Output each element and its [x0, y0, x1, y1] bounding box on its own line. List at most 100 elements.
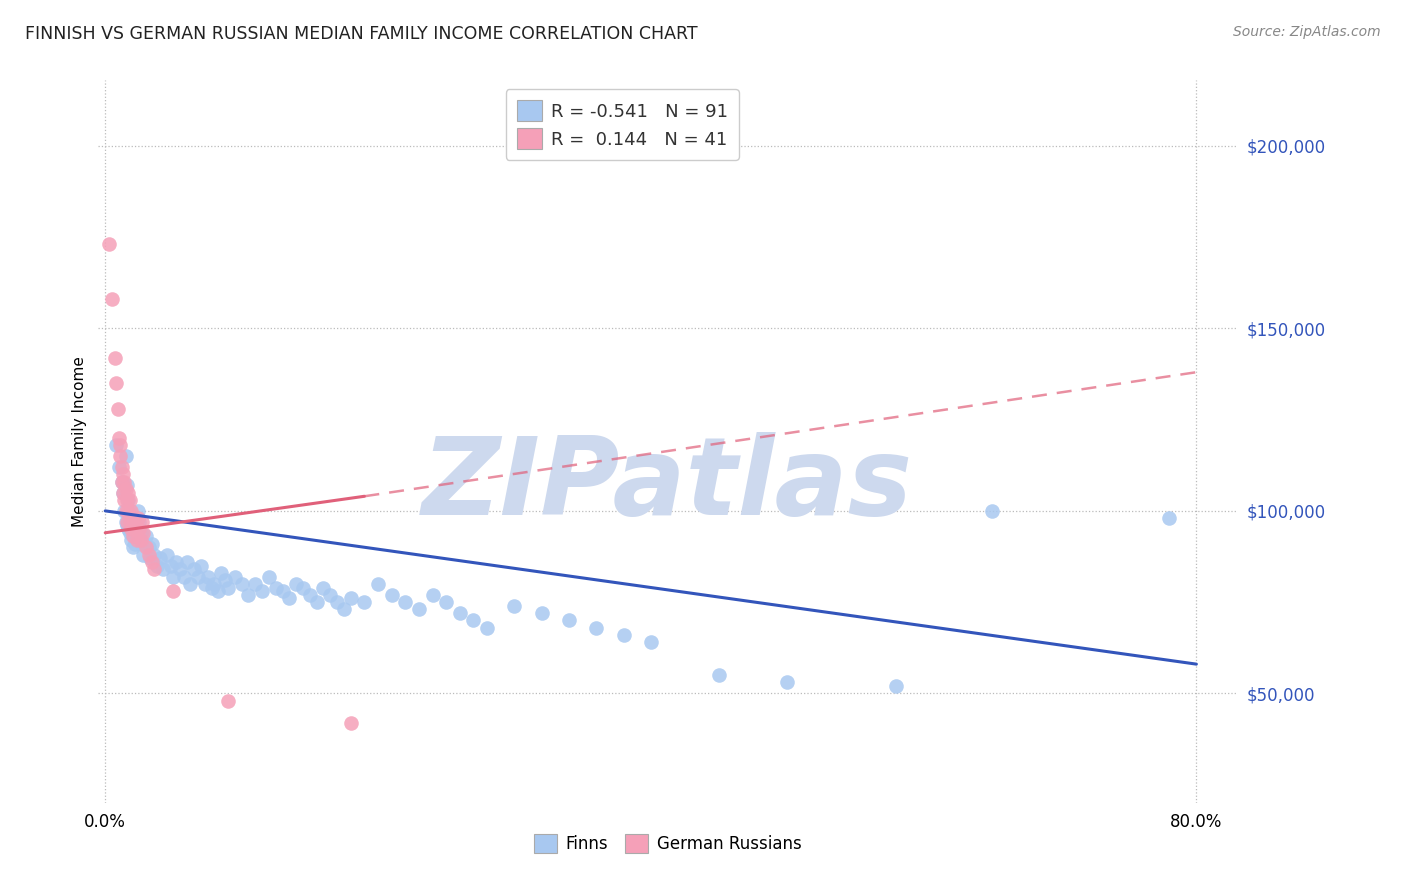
Point — [156, 548, 179, 562]
Point — [115, 518, 138, 533]
Point — [112, 504, 135, 518]
Point — [339, 591, 361, 606]
Point — [285, 577, 308, 591]
Point — [408, 602, 430, 616]
Point — [176, 555, 198, 569]
Y-axis label: Median Family Income: Median Family Income — [72, 356, 87, 527]
Point — [202, 577, 225, 591]
Point — [179, 577, 201, 591]
Point — [292, 581, 315, 595]
Point — [367, 577, 389, 591]
Point — [114, 449, 136, 463]
Point — [463, 613, 485, 627]
Point — [127, 511, 149, 525]
Point — [117, 485, 139, 500]
Legend: Finns, German Russians: Finns, German Russians — [527, 827, 808, 860]
Point — [884, 679, 907, 693]
Point — [162, 584, 184, 599]
Point — [224, 569, 246, 583]
Point — [131, 537, 153, 551]
Point — [101, 292, 124, 306]
Point — [108, 431, 131, 445]
Point — [149, 551, 172, 566]
Point — [231, 577, 253, 591]
Point — [124, 522, 146, 536]
Point — [139, 551, 162, 566]
Point — [132, 548, 155, 562]
Text: FINNISH VS GERMAN RUSSIAN MEDIAN FAMILY INCOME CORRELATION CHART: FINNISH VS GERMAN RUSSIAN MEDIAN FAMILY … — [25, 25, 697, 43]
Point — [127, 504, 149, 518]
Point — [305, 595, 328, 609]
Point — [122, 515, 145, 529]
Point — [104, 351, 127, 365]
Point — [112, 475, 135, 489]
Point — [162, 569, 184, 583]
Point — [120, 504, 142, 518]
Point — [475, 621, 498, 635]
Point — [173, 569, 195, 583]
Point — [312, 581, 335, 595]
Point — [129, 533, 152, 547]
Point — [115, 478, 138, 492]
Point — [558, 613, 581, 627]
Point — [105, 438, 128, 452]
Point — [640, 635, 662, 649]
Point — [107, 401, 129, 416]
Text: Source: ZipAtlas.com: Source: ZipAtlas.com — [1233, 25, 1381, 39]
Point — [141, 555, 163, 569]
Point — [381, 588, 404, 602]
Point — [298, 588, 321, 602]
Point — [110, 438, 132, 452]
Point — [194, 577, 217, 591]
Point — [114, 515, 136, 529]
Text: ZIPatlas: ZIPatlas — [422, 432, 914, 538]
Point — [105, 376, 128, 391]
Point — [530, 606, 553, 620]
Point — [131, 515, 153, 529]
Point — [120, 508, 142, 522]
Point — [503, 599, 526, 613]
Point — [278, 591, 301, 606]
Point — [422, 588, 444, 602]
Point — [114, 504, 136, 518]
Point — [110, 460, 132, 475]
Point — [120, 533, 142, 547]
Point — [128, 522, 150, 536]
Point — [117, 492, 139, 507]
Point — [209, 566, 232, 580]
Point — [138, 548, 160, 562]
Point — [112, 492, 135, 507]
Point — [319, 588, 342, 602]
Point — [190, 558, 212, 573]
Point — [146, 558, 169, 573]
Point — [159, 558, 181, 573]
Point — [124, 537, 146, 551]
Point — [120, 522, 142, 536]
Point — [776, 675, 799, 690]
Point — [117, 522, 139, 536]
Point — [111, 485, 134, 500]
Point — [257, 569, 280, 583]
Point — [121, 511, 143, 525]
Point — [115, 515, 138, 529]
Point — [121, 515, 143, 529]
Point — [214, 573, 236, 587]
Point — [1157, 511, 1180, 525]
Point — [122, 529, 145, 543]
Point — [108, 460, 131, 475]
Point — [449, 606, 471, 620]
Point — [110, 475, 132, 489]
Point — [585, 621, 607, 635]
Point — [183, 562, 205, 576]
Point — [125, 533, 148, 547]
Point — [118, 525, 141, 540]
Point — [165, 555, 187, 569]
Point — [121, 541, 143, 555]
Point — [980, 504, 1002, 518]
Point — [264, 581, 287, 595]
Point — [110, 475, 132, 489]
Point — [187, 569, 209, 583]
Point — [326, 595, 349, 609]
Point — [115, 492, 138, 507]
Point — [118, 492, 141, 507]
